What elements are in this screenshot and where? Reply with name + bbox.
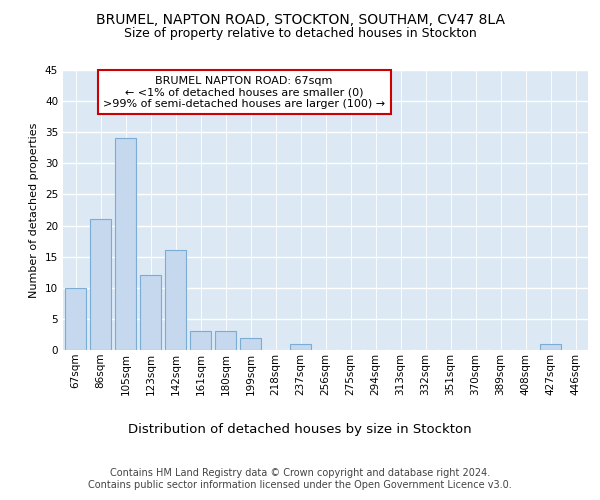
Bar bbox=[140, 276, 161, 350]
Bar bbox=[65, 288, 86, 350]
Text: Distribution of detached houses by size in Stockton: Distribution of detached houses by size … bbox=[128, 422, 472, 436]
Bar bbox=[290, 344, 311, 350]
Bar bbox=[240, 338, 261, 350]
Text: BRUMEL, NAPTON ROAD, STOCKTON, SOUTHAM, CV47 8LA: BRUMEL, NAPTON ROAD, STOCKTON, SOUTHAM, … bbox=[95, 12, 505, 26]
Bar bbox=[540, 344, 561, 350]
Bar bbox=[115, 138, 136, 350]
Text: Contains HM Land Registry data © Crown copyright and database right 2024.
Contai: Contains HM Land Registry data © Crown c… bbox=[88, 468, 512, 490]
Bar bbox=[215, 332, 236, 350]
Bar bbox=[165, 250, 186, 350]
Bar bbox=[90, 220, 111, 350]
Bar bbox=[190, 332, 211, 350]
Y-axis label: Number of detached properties: Number of detached properties bbox=[29, 122, 40, 298]
Text: BRUMEL NAPTON ROAD: 67sqm
← <1% of detached houses are smaller (0)
>99% of semi-: BRUMEL NAPTON ROAD: 67sqm ← <1% of detac… bbox=[103, 76, 385, 109]
Text: Size of property relative to detached houses in Stockton: Size of property relative to detached ho… bbox=[124, 28, 476, 40]
